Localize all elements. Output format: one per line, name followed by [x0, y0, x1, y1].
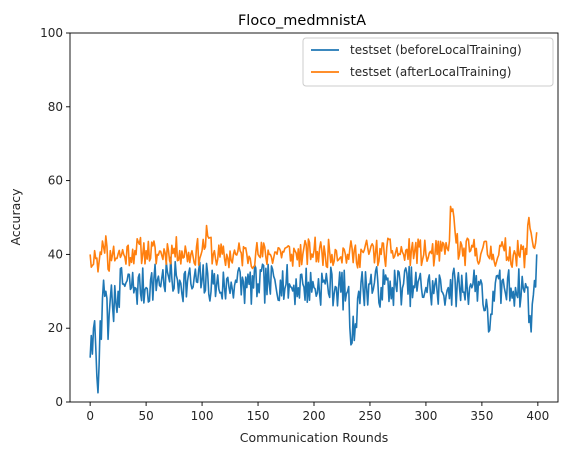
plot-frame	[69, 32, 559, 403]
x-tick-label: 350	[470, 409, 493, 423]
series-line-2	[89, 205, 538, 273]
legend: testset (beforeLocalTraining) testset (af…	[302, 37, 554, 87]
y-tick-label: 100	[40, 26, 63, 40]
y-axis-label: Accuracy	[8, 188, 23, 246]
x-tick-label: 0	[86, 409, 94, 423]
x-tick-label: 300	[414, 409, 437, 423]
x-tick-label: 400	[526, 409, 549, 423]
y-axis: 0 20 40 60 80 100	[40, 26, 70, 409]
chart-title: Floco_medmnistA	[238, 13, 366, 29]
x-axis-label: Communication Rounds	[240, 430, 389, 445]
x-tick-label: 150	[247, 409, 270, 423]
x-tick-label: 200	[303, 409, 326, 423]
x-axis: 0 50 100 150 200 250 300 350 400	[86, 402, 549, 423]
y-tick-label: 80	[48, 100, 63, 114]
y-tick-label: 60	[48, 174, 63, 188]
y-tick-label: 20	[48, 321, 63, 335]
y-tick-label: 0	[55, 395, 63, 409]
x-tick-label: 100	[191, 409, 214, 423]
plot-area	[70, 33, 558, 402]
legend-label-1: testset (beforeLocalTraining)	[350, 43, 522, 57]
legend-box	[302, 37, 554, 87]
legend-label-2: testset (afterLocalTraining)	[350, 65, 511, 79]
series-line-1	[89, 254, 538, 394]
y-tick-label: 40	[48, 247, 63, 261]
series-lines	[89, 205, 538, 394]
x-tick-label: 50	[138, 409, 153, 423]
x-tick-label: 250	[359, 409, 382, 423]
